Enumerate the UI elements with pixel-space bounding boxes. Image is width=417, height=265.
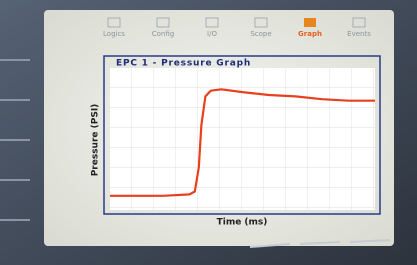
tab-label[interactable]: I/O (207, 30, 217, 38)
grid (110, 68, 375, 210)
screenshot: Logics Config I/O Scope Graph Events EPC 1 - … (0, 0, 417, 265)
x-axis-label: Time (ms) (217, 218, 268, 228)
chart-title: EPC 1 - Pressure Graph (116, 59, 251, 69)
tab-icon[interactable] (304, 18, 316, 27)
tab-label[interactable]: Config (152, 30, 174, 38)
tab-label[interactable]: Events (347, 30, 371, 38)
tab-label[interactable]: Scope (250, 30, 271, 38)
tab-label[interactable]: Graph (298, 30, 322, 38)
y-axis-label: Pressure (PSI) (91, 104, 101, 177)
tab-label[interactable]: Logics (103, 30, 125, 38)
